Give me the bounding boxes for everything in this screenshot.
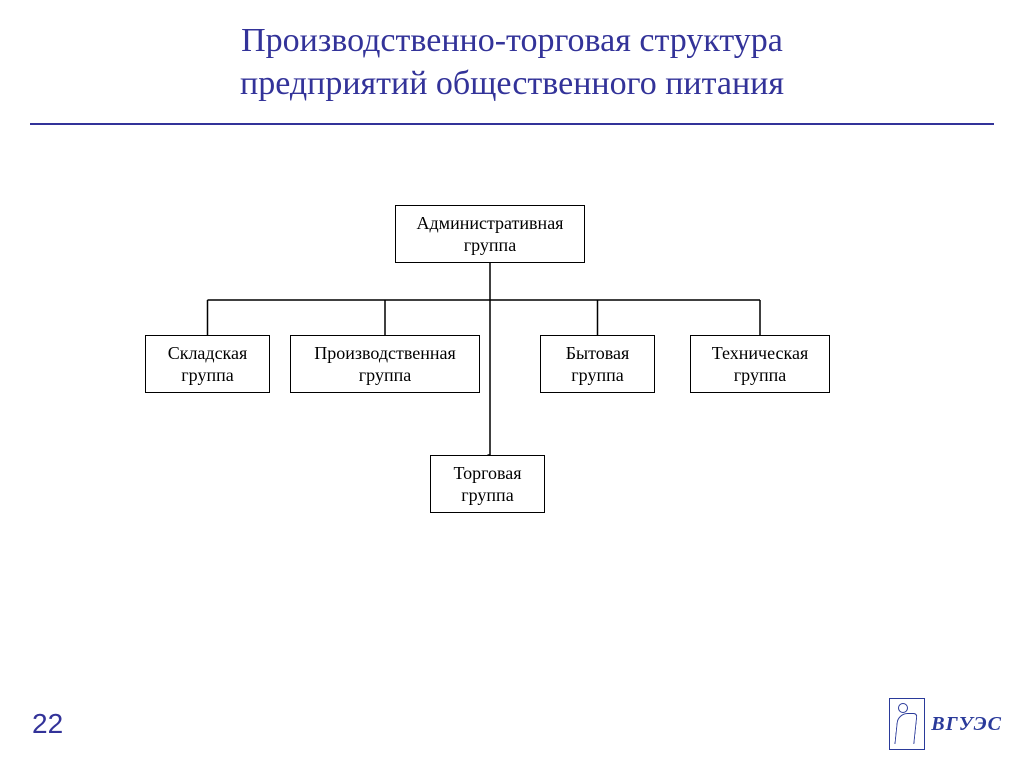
org-chart: Административная группа Складская группа П…	[0, 0, 1024, 768]
node-c5: Торговая группа	[430, 455, 545, 513]
page-number: 22	[32, 708, 63, 740]
logo-icon	[889, 698, 925, 750]
logo: ВГУЭС	[889, 698, 1002, 750]
logo-text: ВГУЭС	[931, 713, 1002, 736]
node-c2: Производственная группа	[290, 335, 480, 393]
node-c1: Складская группа	[145, 335, 270, 393]
node-root: Административная группа	[395, 205, 585, 263]
node-c3: Бытовая группа	[540, 335, 655, 393]
node-c4: Техническая группа	[690, 335, 830, 393]
